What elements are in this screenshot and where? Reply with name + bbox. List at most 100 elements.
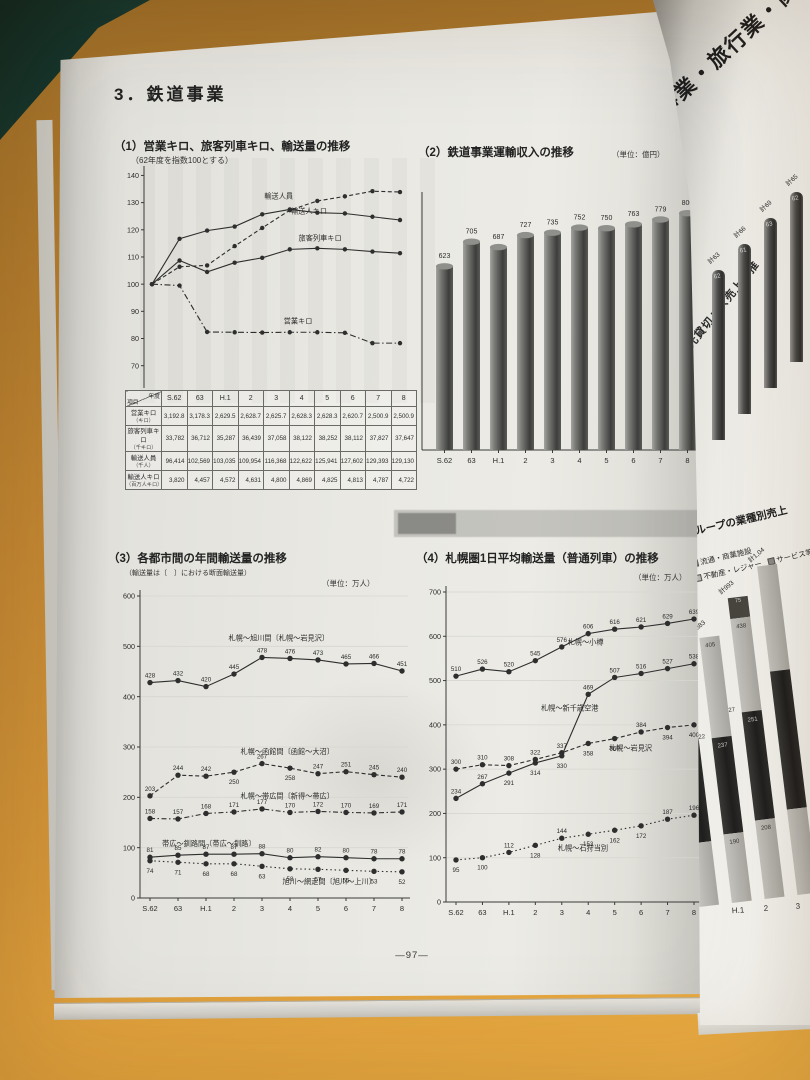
chart3-unit: （単位：万人） <box>322 579 375 588</box>
series-label: 札幌～函館間〔函館～大沼〕 <box>240 747 333 756</box>
series-label: 営業キロ <box>284 317 313 326</box>
svg-text:394: 394 <box>662 735 673 742</box>
data-point <box>315 330 320 335</box>
svg-text:358: 358 <box>583 750 594 757</box>
data-point <box>232 243 237 249</box>
table-row: 輸送人員 （千人） 96,414 102,569 103,035 109,954 116,3… <box>125 451 417 471</box>
table-cell: 2,628.7 <box>237 406 264 426</box>
svg-text:267: 267 <box>257 754 268 761</box>
svg-text:606: 606 <box>583 624 594 631</box>
table-cell: 2,628.3 <box>314 406 341 426</box>
svg-text:623: 623 <box>439 253 451 260</box>
svg-text:576: 576 <box>557 637 568 644</box>
row-label: 旅客列車キロ （千キロ） <box>125 425 162 452</box>
table-cell: 35,287 <box>212 425 239 452</box>
bar <box>625 224 642 450</box>
data-point <box>175 677 181 684</box>
table-cell: 4,800 <box>263 470 290 490</box>
svg-text:251: 251 <box>341 762 352 769</box>
data-point <box>691 812 697 818</box>
svg-text:500: 500 <box>123 642 135 651</box>
data-point <box>397 250 403 256</box>
data-point <box>370 214 375 219</box>
svg-text:6: 6 <box>631 456 635 465</box>
table-cell: 4,572 <box>212 470 239 490</box>
svg-text:466: 466 <box>369 653 380 660</box>
svg-text:88: 88 <box>259 844 266 851</box>
data-point <box>479 666 486 672</box>
data-point <box>691 661 697 667</box>
table-cell: 38,112 <box>339 425 366 452</box>
svg-text:600: 600 <box>429 632 441 641</box>
report-page-content: 3．鉄道事業 （1）営業キロ、旅客列車キロ、輸送量の推移 （62年度を指数100… <box>55 8 707 998</box>
svg-text:705: 705 <box>466 229 478 236</box>
svg-text:538: 538 <box>689 654 700 661</box>
svg-text:200: 200 <box>429 809 441 818</box>
data-point <box>287 809 293 816</box>
table-cell: 37,827 <box>365 425 392 452</box>
svg-text:8: 8 <box>692 908 696 917</box>
data-point <box>638 823 644 829</box>
svg-text:H.1: H.1 <box>493 456 505 465</box>
svg-text:87: 87 <box>231 844 238 851</box>
svg-text:63: 63 <box>174 904 182 913</box>
data-point <box>260 330 265 335</box>
svg-text:200: 200 <box>123 793 135 802</box>
table-cell: 38,252 <box>314 425 341 452</box>
table-cell: 127,602 <box>339 451 366 471</box>
svg-text:616: 616 <box>610 619 621 626</box>
svg-text:687: 687 <box>493 234 505 241</box>
x-tick-label: 3 <box>795 901 801 911</box>
data-point <box>664 724 671 731</box>
svg-text:2: 2 <box>232 904 236 913</box>
data-point <box>397 189 403 195</box>
data-point <box>343 809 349 816</box>
svg-text:4: 4 <box>288 904 292 913</box>
svg-text:465: 465 <box>341 654 352 661</box>
table-cell: 37,058 <box>263 425 290 452</box>
table-cell: 116,368 <box>263 451 290 471</box>
data-point <box>506 849 512 856</box>
series-label: 札幌～石狩当別 <box>558 844 608 853</box>
svg-text:322: 322 <box>530 749 541 756</box>
series-line <box>151 283 400 344</box>
svg-text:78: 78 <box>371 849 378 856</box>
bar <box>436 266 453 450</box>
svg-text:3: 3 <box>550 456 554 465</box>
svg-text:63: 63 <box>259 873 266 880</box>
data-point <box>203 851 209 857</box>
data-point <box>232 224 237 229</box>
data-point <box>343 661 349 667</box>
svg-text:621: 621 <box>636 617 647 624</box>
bar <box>652 219 669 450</box>
svg-text:3: 3 <box>260 904 264 913</box>
chart4-title: （4）札幌圏1日平均輸送量（普通列車）の推移 <box>416 553 659 565</box>
table-cell: 3,178.3 <box>186 406 213 426</box>
svg-text:170: 170 <box>341 802 352 809</box>
svg-text:168: 168 <box>201 803 212 810</box>
svg-text:57: 57 <box>315 876 322 883</box>
svg-text:8: 8 <box>685 456 689 465</box>
svg-text:5: 5 <box>613 908 617 917</box>
small-bar: 計65 62 <box>785 173 803 362</box>
svg-text:130: 130 <box>127 198 139 207</box>
data-point <box>203 810 209 817</box>
table-cell: 36,439 <box>237 425 264 452</box>
data-point <box>147 815 153 822</box>
svg-text:7: 7 <box>665 908 669 917</box>
table-cell: 2,629.5 <box>212 406 239 426</box>
data-point <box>315 198 320 204</box>
svg-text:H.1: H.1 <box>200 904 212 913</box>
data-point <box>664 816 671 822</box>
svg-text:128: 128 <box>530 852 541 859</box>
table-cell: 3,820 <box>161 470 188 490</box>
series-line <box>455 618 695 677</box>
year-header: 3 <box>263 390 290 407</box>
data-point <box>370 340 375 346</box>
svg-text:4: 4 <box>577 456 581 465</box>
data-point <box>399 668 405 674</box>
svg-text:258: 258 <box>285 775 296 782</box>
table-cell: 125,941 <box>314 451 341 471</box>
